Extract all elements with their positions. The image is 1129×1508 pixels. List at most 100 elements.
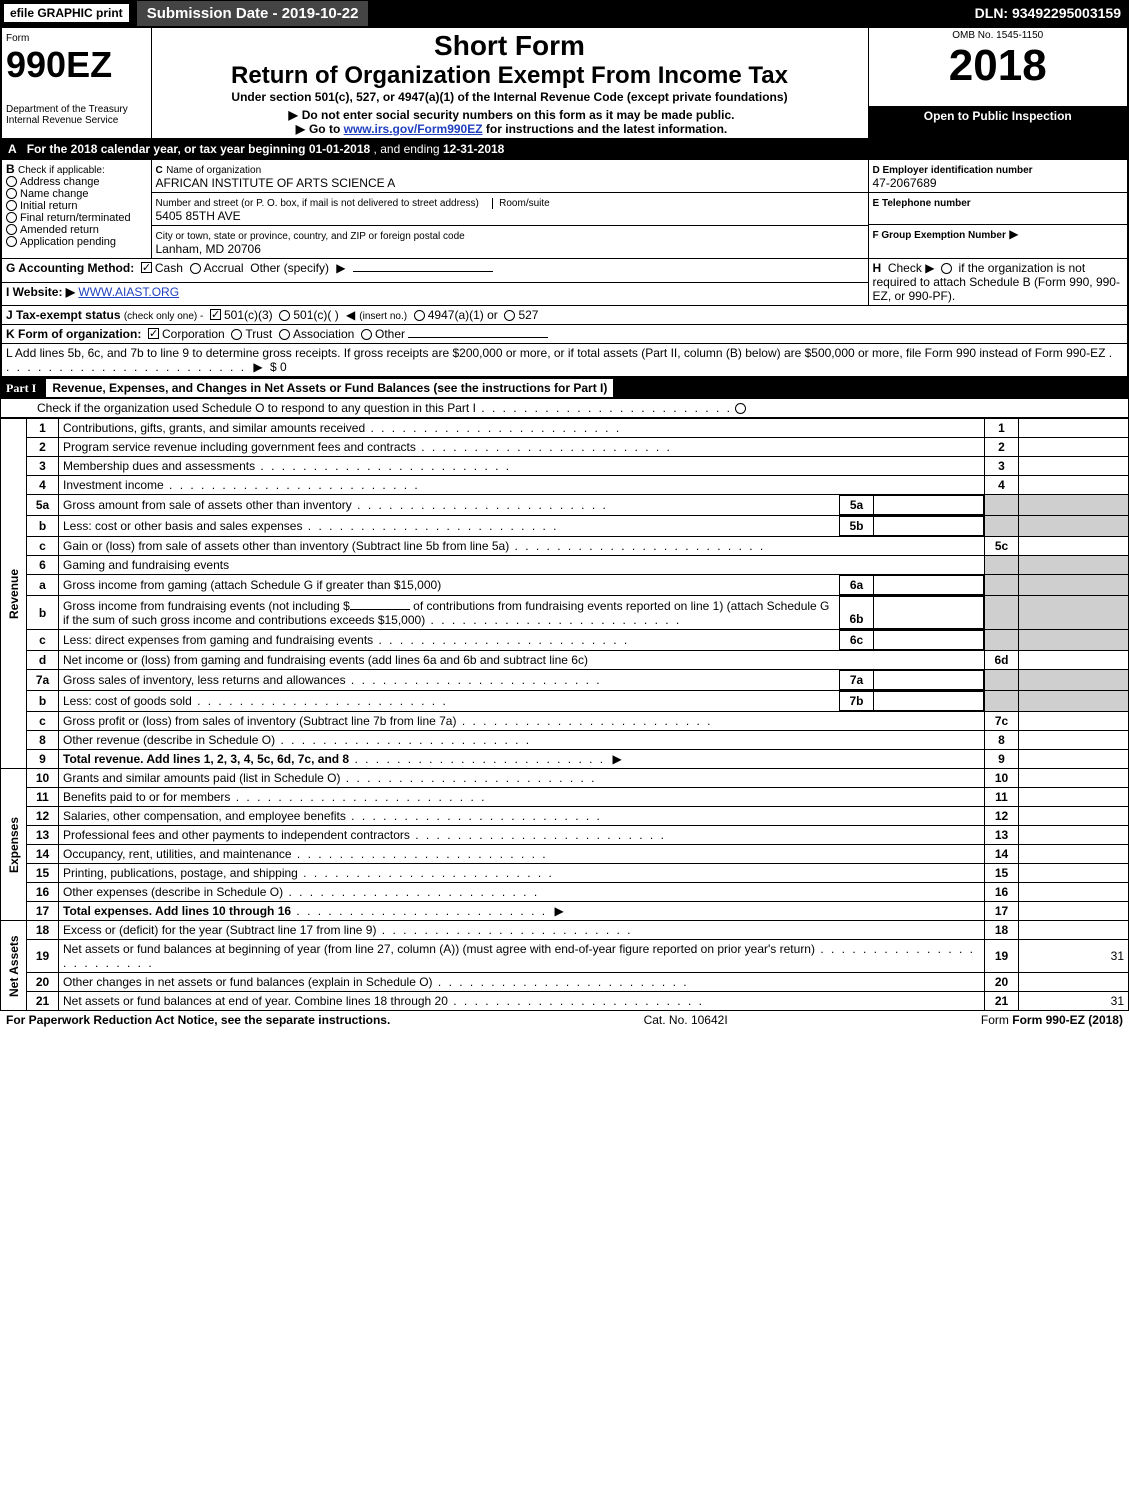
inline-box-ref: 7a (840, 671, 874, 690)
line-col-ref: 2 (985, 438, 1019, 457)
contrib-amount-input[interactable] (350, 609, 410, 610)
line-amount[interactable] (1019, 921, 1129, 940)
net-assets-section-label: Net Assets (1, 921, 27, 1011)
radio-trust[interactable] (231, 329, 242, 340)
block-c-label: C (156, 165, 163, 176)
inline-amount[interactable] (874, 576, 984, 595)
line-l-text: L Add lines 5b, 6c, and 7b to line 9 to … (6, 346, 1105, 360)
opt-4947a1: 4947(a)(1) or (428, 308, 498, 322)
line-amount[interactable] (1019, 769, 1129, 788)
checkbox-corporation[interactable] (148, 328, 159, 339)
inline-amount[interactable] (874, 692, 984, 711)
radio-schedule-b-not-required[interactable] (941, 263, 952, 274)
radio-other-org[interactable] (361, 329, 372, 340)
line-amount[interactable] (1019, 438, 1129, 457)
line-amount[interactable] (1019, 973, 1129, 992)
line-number: a (27, 575, 59, 596)
line-a-prefix: A (8, 142, 23, 156)
line-j-fine: (check only one) - (124, 311, 203, 322)
line-k-label: K Form of organization: (6, 327, 141, 341)
website-link[interactable]: WWW.AIAST.ORG (78, 285, 179, 299)
line-amount[interactable] (1019, 731, 1129, 750)
line-amount[interactable] (1019, 788, 1129, 807)
line-amount[interactable] (1019, 651, 1129, 670)
line-text: Total expenses. Add lines 10 through 16 (59, 902, 985, 921)
line-number: 20 (27, 973, 59, 992)
group-exemption-label: F Group Exemption Number (873, 230, 1006, 241)
checkbox-501c3[interactable] (210, 309, 221, 320)
radio-501c[interactable] (279, 310, 290, 321)
line-amount[interactable] (1019, 537, 1129, 556)
line-amount[interactable] (1019, 457, 1129, 476)
inline-amount[interactable] (874, 597, 984, 629)
opt-corporation: Corporation (162, 327, 225, 341)
inline-amount[interactable] (874, 631, 984, 650)
shaded-cell (1019, 556, 1129, 575)
line-amount[interactable] (1019, 419, 1129, 438)
radio-527[interactable] (504, 310, 515, 321)
radio-schedule-o-used[interactable] (735, 403, 746, 414)
line-text: Gross amount from sale of assets other t… (59, 496, 840, 515)
line-amount[interactable] (1019, 883, 1129, 902)
line-number: c (27, 712, 59, 731)
inline-amount[interactable] (874, 496, 984, 515)
radio-amended-return[interactable] (6, 224, 17, 235)
dln-label: DLN: 93492295003159 (975, 5, 1125, 21)
line-amount[interactable] (1019, 712, 1129, 731)
line-col-ref: 18 (985, 921, 1019, 940)
radio-application-pending[interactable] (6, 236, 17, 247)
line-amount[interactable] (1019, 750, 1129, 769)
line-amount[interactable] (1019, 826, 1129, 845)
line-h-check: Check ▶ (888, 261, 935, 275)
shaded-cell (985, 670, 1019, 691)
line-col-ref: 4 (985, 476, 1019, 495)
opt-final-return: Final return/terminated (20, 212, 131, 224)
tax-year: 2018 (873, 41, 1124, 91)
telephone-label: E Telephone number (873, 198, 971, 209)
irs-link[interactable]: www.irs.gov/Form990EZ (344, 122, 483, 136)
line-number: 1 (27, 419, 59, 438)
radio-association[interactable] (279, 329, 290, 340)
line-amount[interactable] (1019, 476, 1129, 495)
shaded-cell (1019, 670, 1129, 691)
radio-accrual[interactable] (190, 263, 201, 274)
other-org-input[interactable] (408, 337, 548, 338)
arrow-icon (332, 261, 349, 275)
line-number: 21 (27, 992, 59, 1011)
line-amount[interactable] (1019, 807, 1129, 826)
block-b-label: B (6, 162, 15, 176)
line-number: d (27, 651, 59, 670)
line-text: Less: direct expenses from gaming and fu… (59, 631, 840, 650)
efile-print-label[interactable]: efile GRAPHIC print (4, 4, 129, 22)
line-amount-19: 31 (1019, 940, 1129, 973)
shaded-cell (985, 516, 1019, 537)
line-col-ref: 20 (985, 973, 1019, 992)
line-col-ref: 19 (985, 940, 1019, 973)
radio-initial-return[interactable] (6, 200, 17, 211)
inline-amount[interactable] (874, 517, 984, 536)
org-city: Lanham, MD 20706 (156, 242, 261, 256)
line-amount[interactable] (1019, 845, 1129, 864)
radio-final-return[interactable] (6, 212, 17, 223)
shaded-cell (985, 630, 1019, 651)
inline-amount[interactable] (874, 671, 984, 690)
radio-4947a1[interactable] (414, 310, 425, 321)
checkbox-cash[interactable] (141, 262, 152, 273)
line-number: c (27, 537, 59, 556)
opt-address-change: Address change (20, 176, 100, 188)
part-1-lines-table: Revenue 1 Contributions, gifts, grants, … (0, 418, 1129, 1011)
other-specify-input[interactable] (353, 271, 493, 272)
opt-trust: Trust (245, 327, 272, 341)
line-col-ref: 21 (985, 992, 1019, 1011)
opt-accrual: Accrual (204, 261, 244, 275)
part-1-label: Part I (6, 381, 36, 395)
org-address: 5405 85TH AVE (156, 209, 241, 223)
form-word: Form (6, 33, 29, 44)
radio-name-change[interactable] (6, 188, 17, 199)
radio-address-change[interactable] (6, 176, 17, 187)
tax-year-begin: 01-01-2018 (309, 142, 370, 156)
line-number: b (27, 516, 59, 537)
line-col-ref: 6d (985, 651, 1019, 670)
line-amount[interactable] (1019, 902, 1129, 921)
line-amount[interactable] (1019, 864, 1129, 883)
